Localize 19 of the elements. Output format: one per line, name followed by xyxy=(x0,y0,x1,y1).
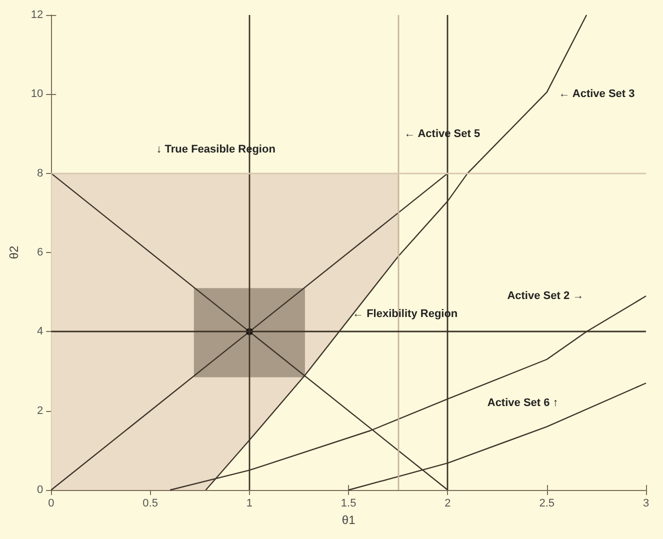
x-axis-title: θ1 xyxy=(342,513,356,527)
x-tick-label: 3 xyxy=(642,498,650,510)
y-tick-label: 10 xyxy=(30,88,44,100)
y-tick-label: 2 xyxy=(37,404,44,417)
x-tick-label: 1 xyxy=(246,498,252,510)
y-tick-label: 0 xyxy=(37,484,44,496)
x-tick-label: 2 xyxy=(444,498,451,510)
y-tick-label: 4 xyxy=(37,326,44,338)
x-tick-label: 0.5 xyxy=(142,498,158,510)
annotation: Active Set 6 ↑ xyxy=(487,396,558,409)
y-tick-label: 6 xyxy=(37,246,44,258)
x-tick-label: 2.5 xyxy=(539,498,555,510)
y-tick-label: 12 xyxy=(30,9,44,21)
y-tick-label: 8 xyxy=(37,167,44,180)
x-tick-label: 0 xyxy=(48,498,54,510)
annotation: ← Active Set 3 xyxy=(558,88,635,100)
y-axis-title: θ2 xyxy=(7,246,21,260)
x-tick-label: 1.5 xyxy=(340,498,356,510)
annotation: Active Set 2 → xyxy=(507,290,584,302)
